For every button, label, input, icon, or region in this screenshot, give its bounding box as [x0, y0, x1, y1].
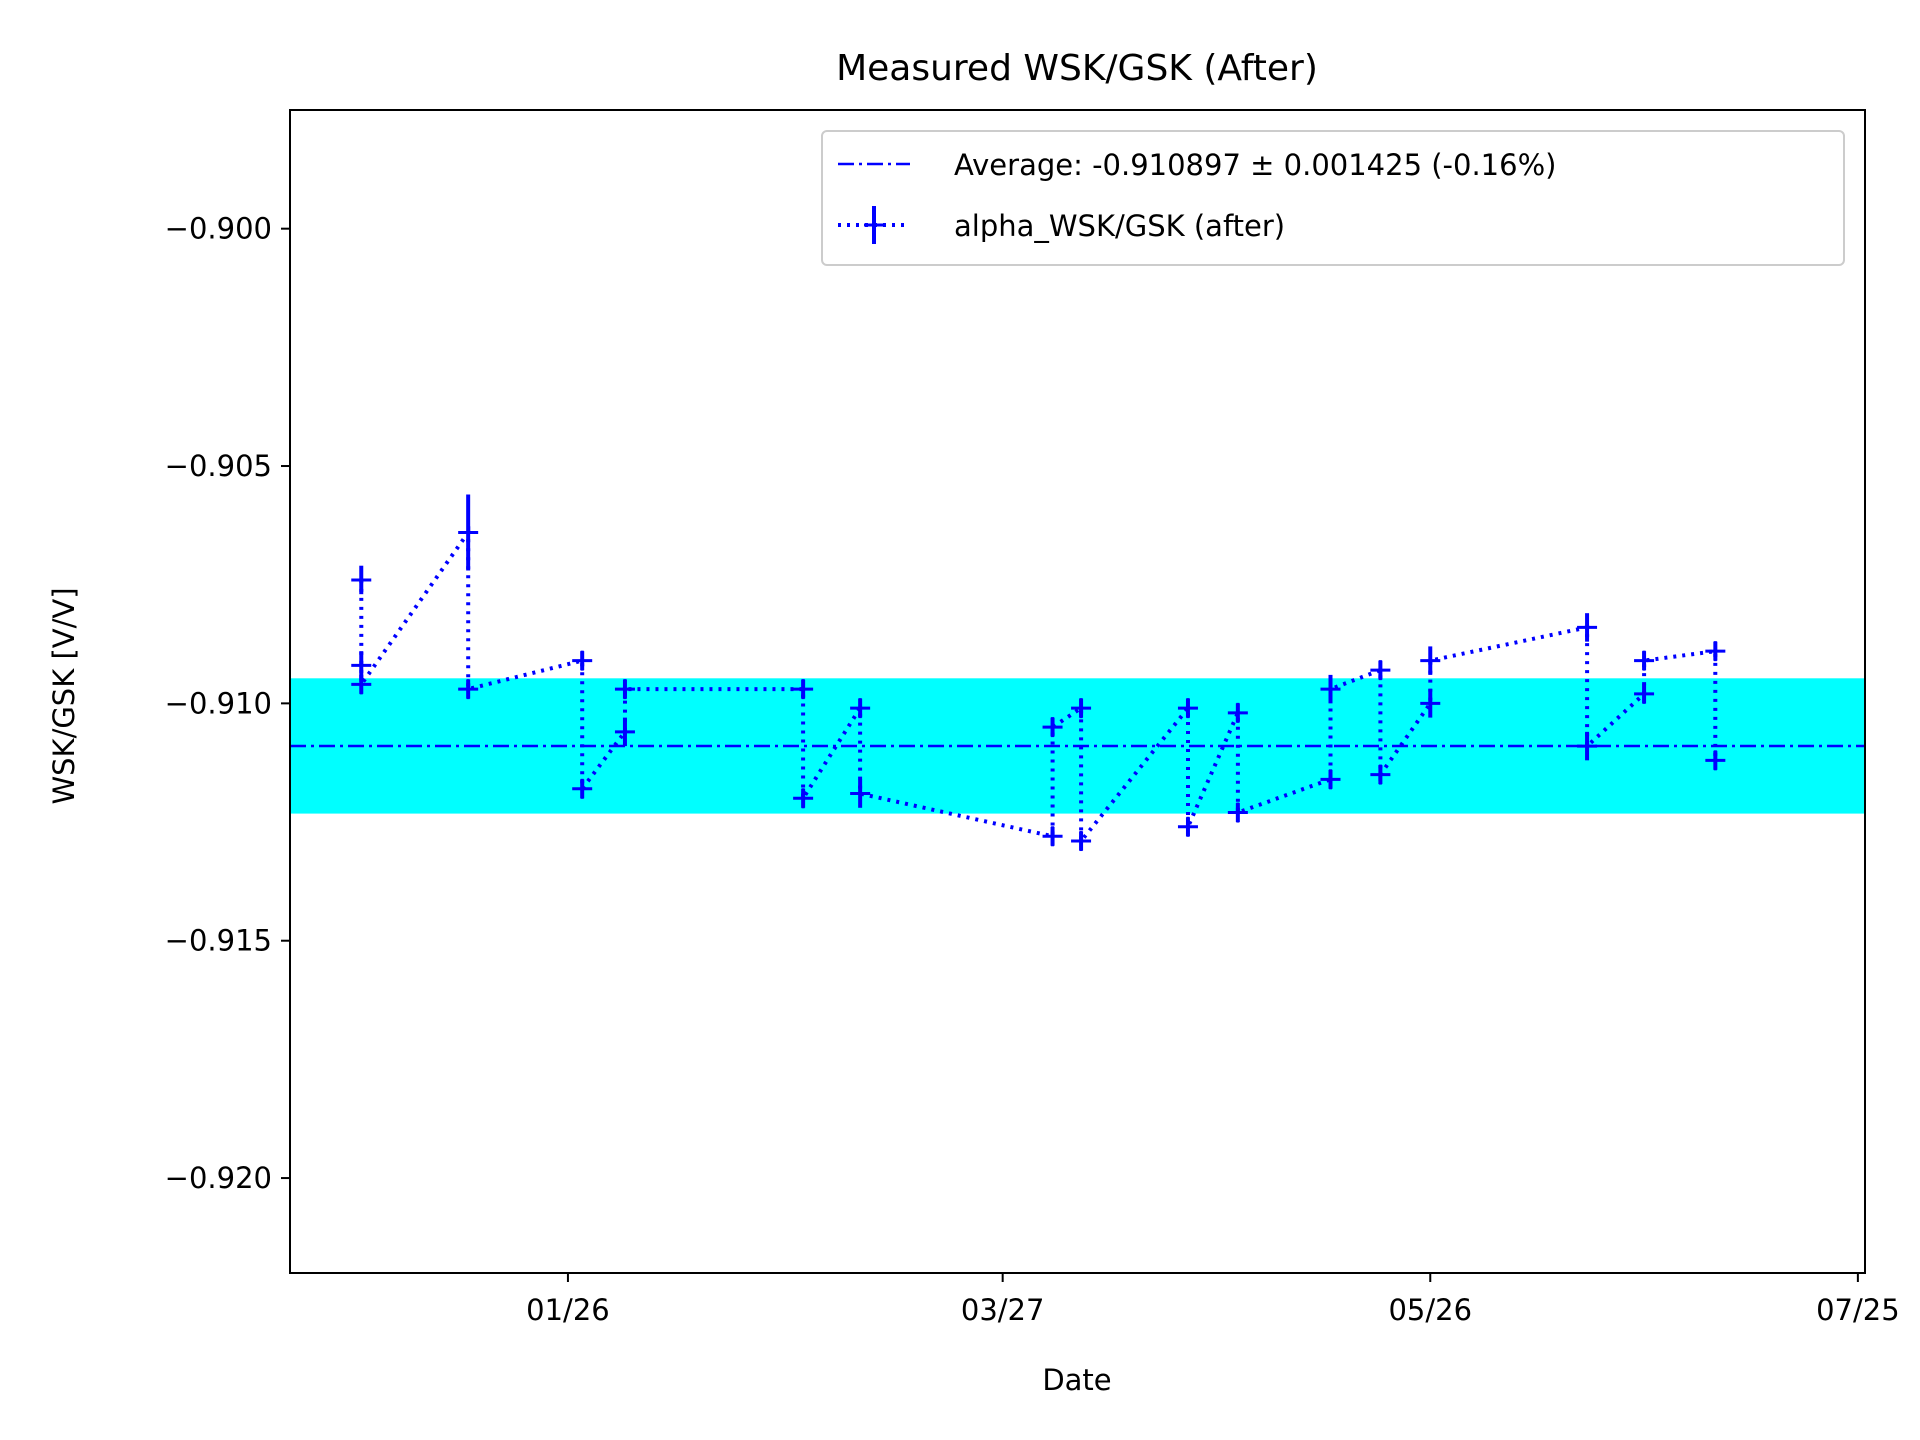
chart-title: Measured WSK/GSK (After)	[836, 48, 1318, 89]
legend-frame	[821, 130, 1845, 266]
x-tick-label-2: 05/26	[1388, 1293, 1472, 1327]
legend: Average: -0.910897 ± 0.001425 (-0.16%) a…	[821, 130, 1845, 266]
legend-series-label: alpha_WSK/GSK (after)	[954, 209, 1285, 243]
y-tick-label-4: −0.900	[165, 212, 272, 246]
y-tick-label-3: −0.905	[165, 449, 272, 483]
x-tick-label-0: 01/26	[526, 1293, 610, 1327]
x-tick-label-1: 03/27	[961, 1293, 1045, 1327]
x-tick-label-3: 07/25	[1816, 1293, 1900, 1327]
series-line	[359, 526, 1718, 847]
legend-average-label: Average: -0.910897 ± 0.001425 (-0.16%)	[954, 148, 1556, 182]
y-axis-label: WSK/GSK [V/V]	[47, 587, 81, 804]
plot-frame	[289, 109, 1866, 1274]
y-tick-label-0: −0.920	[165, 1161, 272, 1195]
y-tick-label-1: −0.915	[165, 924, 272, 958]
y-tick-label-2: −0.910	[165, 686, 272, 720]
x-axis-label: Date	[1042, 1363, 1111, 1397]
